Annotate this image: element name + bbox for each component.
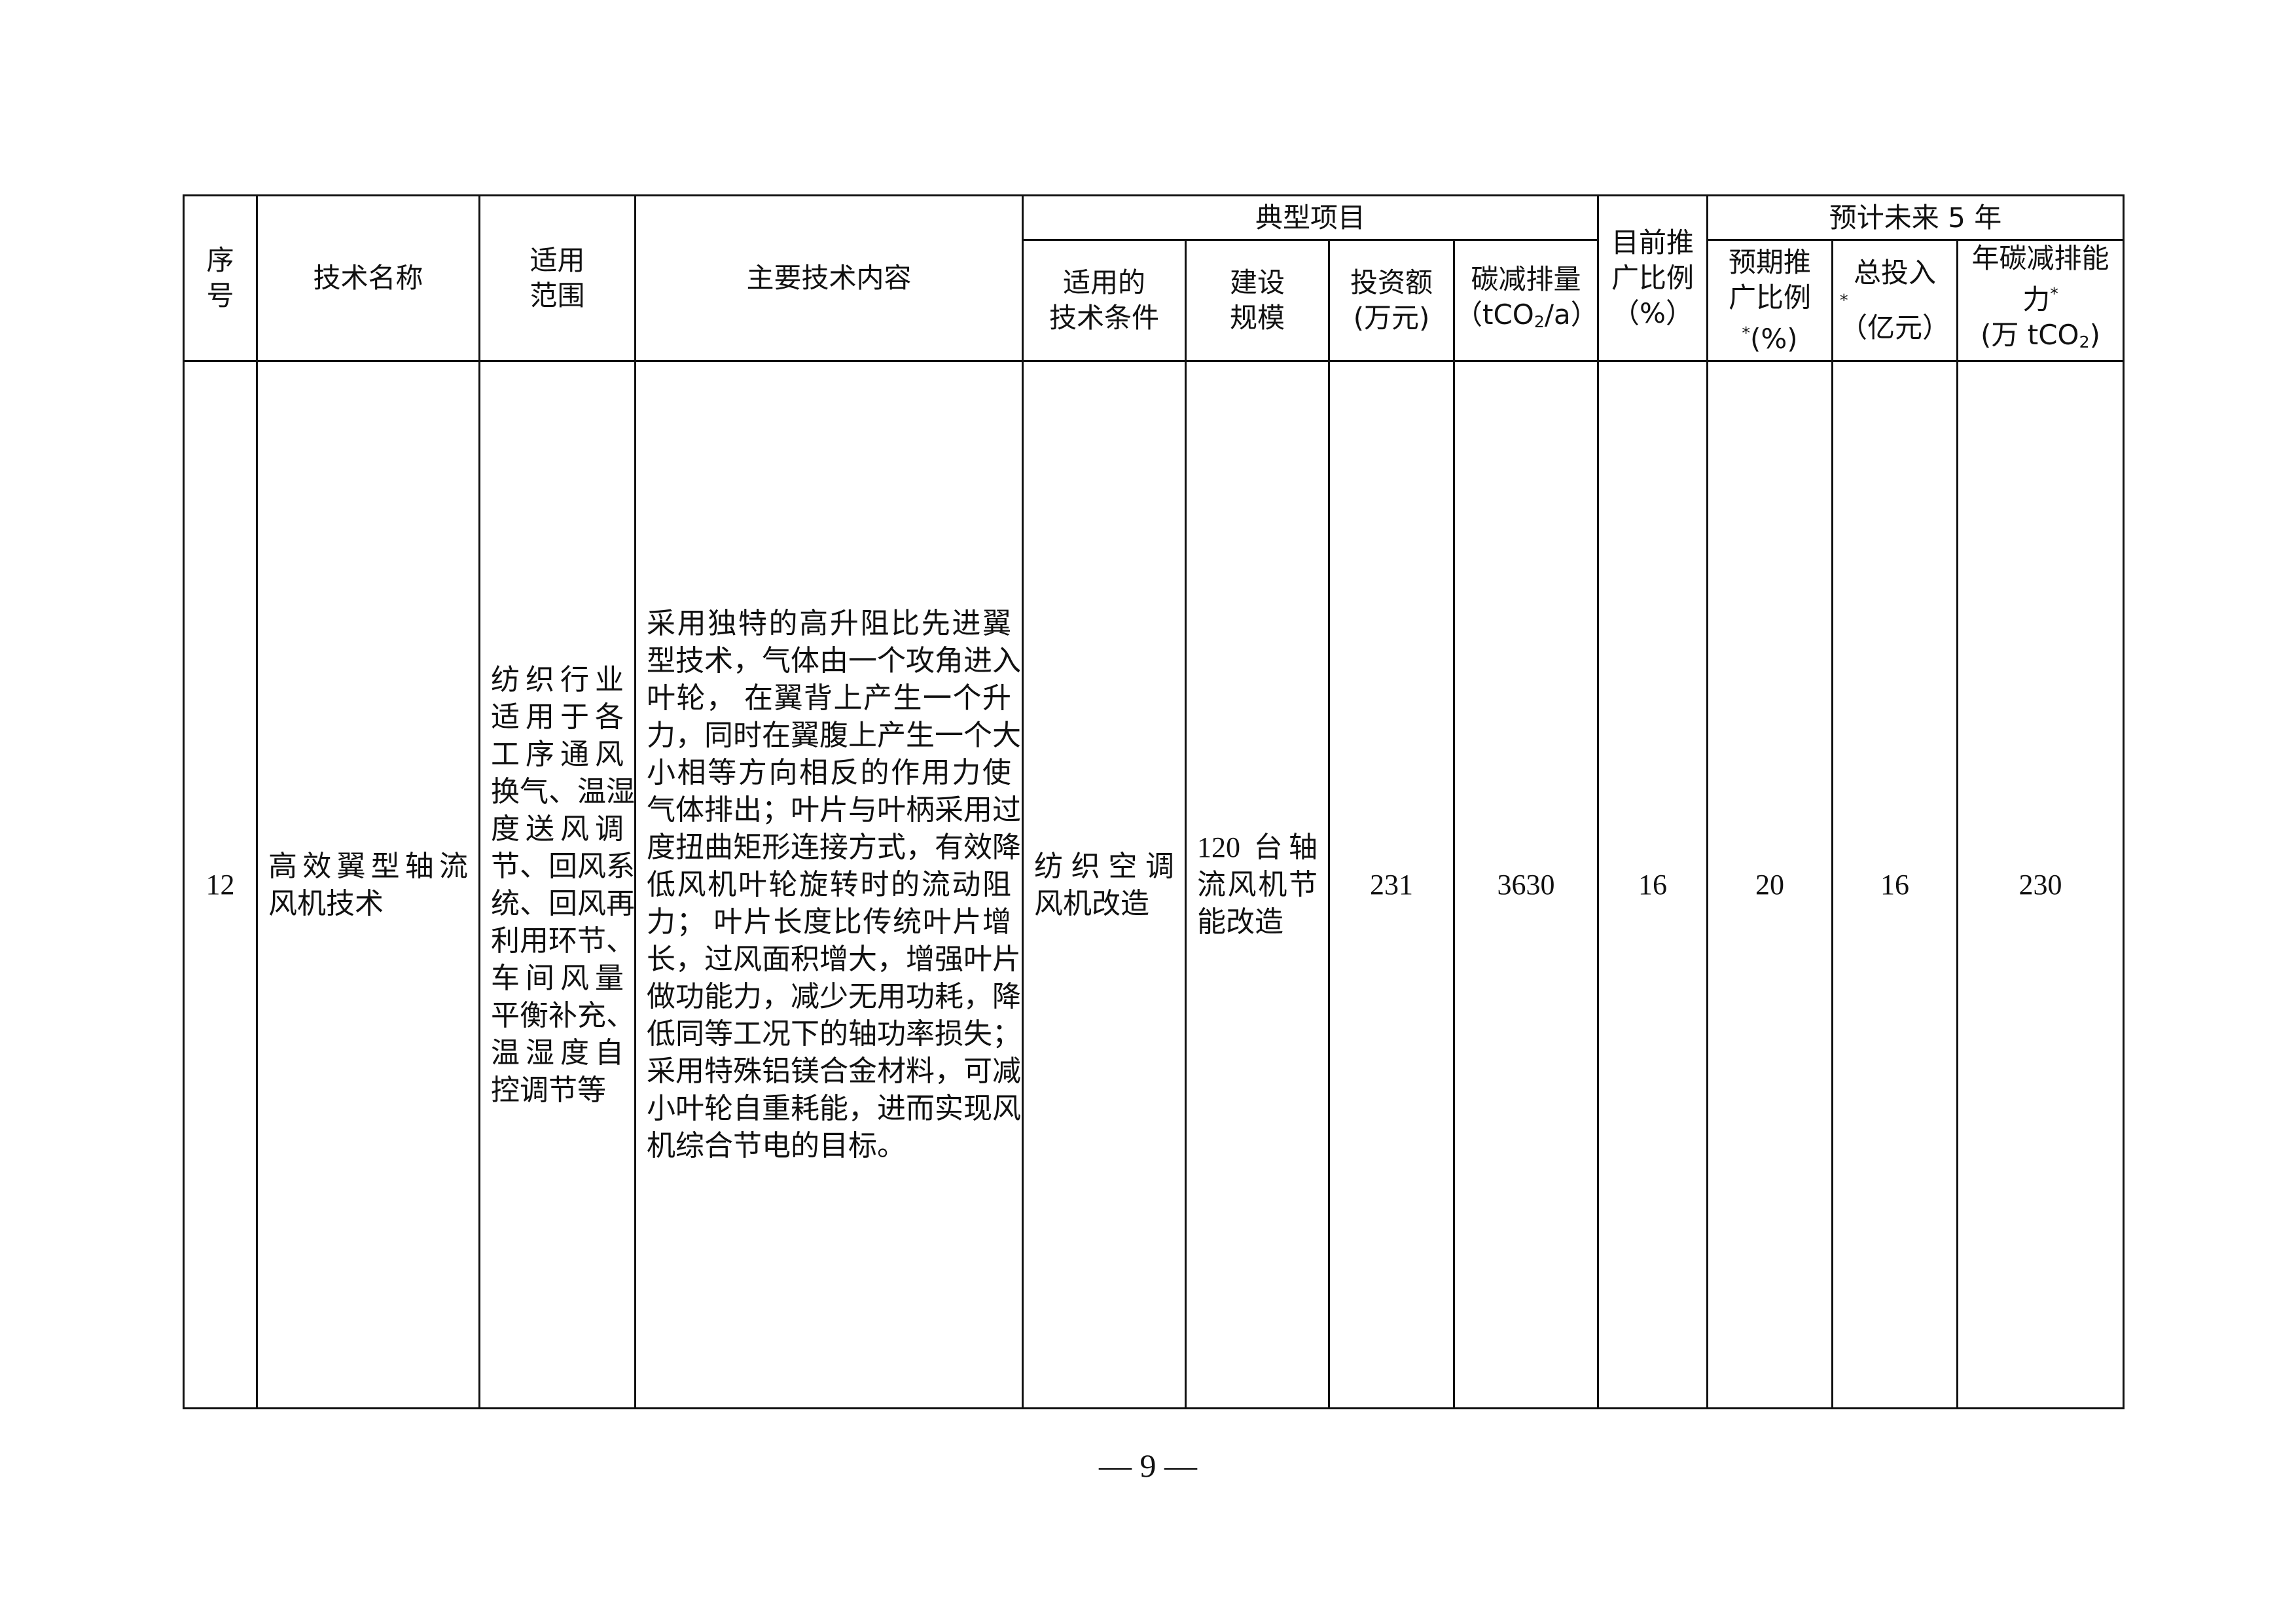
text-line: 统、回风再 — [491, 887, 635, 920]
text-line: 采用独特的高升阻比先进翼 — [647, 607, 1011, 640]
header-scope: 适用 范围 — [478, 194, 636, 363]
header-f-carbon: 年碳减排能 力* (万 tCO2) — [1956, 238, 2125, 363]
technology-table: 序号 技术名称 适用 范围 主要技术内容 典型项目 目前推 广比例 （%） 预计未来 … — [183, 194, 2125, 1410]
table-row: 12 高效翼型轴流 风机技术 纺织行业适用于各工序通风换气、温湿度送风调节、回风系… — [183, 360, 2125, 1410]
header-content: 主要技术内容 — [634, 194, 1024, 363]
text-line: 适用于各 — [491, 700, 624, 733]
text-line: 工序通风 — [491, 738, 624, 770]
text-line: 控调节等 — [491, 1074, 606, 1106]
cell-tp-investment: 231 — [1328, 360, 1455, 1410]
header-f-ratio: 预期推 广比例 *(%) — [1706, 238, 1834, 363]
header-typical-project: 典型项目 — [1021, 194, 1600, 241]
text-line: 平衡补充、 — [491, 999, 635, 1032]
text-line: 采用特殊铝镁合金材料，可减 — [647, 1055, 1021, 1088]
header-tp-carbon: 碳减排量 （tCO2/a） — [1452, 238, 1600, 363]
cell-f-invest: 16 — [1831, 360, 1959, 1410]
text-line: 叶轮， 在翼背上产生一个升 — [647, 682, 1011, 715]
header-row-1: 序号 技术名称 适用 范围 主要技术内容 典型项目 目前推 广比例 （%） 预计未来 … — [183, 194, 2125, 363]
text-line: 度送风调 — [491, 812, 624, 845]
text-line: 力； 叶片长度比传统叶片增 — [647, 906, 1011, 939]
cell-tp-scale: 120 台轴 流风机节 能改造 — [1185, 360, 1330, 1410]
header-future-5-years: 预计未来 5 年 — [1706, 194, 2125, 241]
header-tp-conditions: 适用的 技术条件 — [1022, 238, 1187, 363]
header-current-ratio: 目前推 广比例 （%） — [1597, 194, 1709, 363]
text-line: 温湿度自 — [491, 1036, 624, 1069]
page-number: — 9 — — [1099, 1447, 1197, 1484]
cell-content: 采用独特的高升阻比先进翼 型技术，气体由一个攻角进入 叶轮， 在翼背上产生一个升 力，… — [634, 360, 1024, 1410]
cell-tp-carbon: 3630 — [1452, 360, 1600, 1410]
text-line: 车间风量 — [491, 962, 624, 994]
header-tp-investment: 投资额 (万元) — [1328, 238, 1455, 363]
header-seq: 序号 — [183, 194, 258, 363]
header-f-invest: 总投入 * （亿元） — [1831, 238, 1959, 363]
text-line: 低风机叶轮旋转时的流动阻 — [647, 869, 1011, 901]
text-line: 型技术，气体由一个攻角进入 — [647, 645, 1021, 677]
cell-tech-name: 高效翼型轴流 风机技术 — [256, 360, 480, 1410]
text-line: 长，过风面积增大，增强叶片 — [647, 943, 1021, 976]
cell-scope: 纺织行业适用于各工序通风换气、温湿度送风调节、回风系统、回风再利用环节、车间风量… — [478, 360, 636, 1410]
cell-f-ratio: 20 — [1706, 360, 1834, 1410]
cell-current-ratio: 16 — [1597, 360, 1709, 1410]
text-line: 气体排出；叶片与叶柄采用过 — [647, 794, 1021, 827]
text-line: 小叶轮自重耗能，进而实现风 — [647, 1092, 1021, 1125]
text-line: 力，同时在翼腹上产生一个大 — [647, 719, 1021, 752]
text-line: 小相等方向相反的作用力使 — [647, 757, 1011, 789]
header-row-2: 适用的 技术条件 建设 规模 投资额 (万元) 碳减排量 （tCO2/a） 预期推 广比例… — [184, 238, 2125, 363]
text-line: 利用环节、 — [491, 924, 635, 957]
text-line: 做功能力，减少无用功耗，降 — [647, 981, 1021, 1013]
text-line: 纺织行业 — [491, 663, 624, 696]
cell-f-carbon: 230 — [1956, 360, 2125, 1410]
header-tp-scale: 建设 规模 — [1185, 238, 1330, 363]
header-tech-name: 技术名称 — [256, 194, 480, 363]
text-line: 度扭曲矩形连接方式，有效降 — [647, 831, 1021, 864]
text-line: 节、回风系 — [491, 850, 635, 882]
cell-seq: 12 — [183, 360, 258, 1410]
text-line: 机综合节电的目标。 — [647, 1130, 906, 1163]
cell-tp-conditions: 纺织空调 风机改造 — [1022, 360, 1187, 1410]
text-line: 换气、温湿 — [491, 775, 635, 808]
text-line: 低同等工况下的轴功率损失； — [647, 1018, 1021, 1051]
